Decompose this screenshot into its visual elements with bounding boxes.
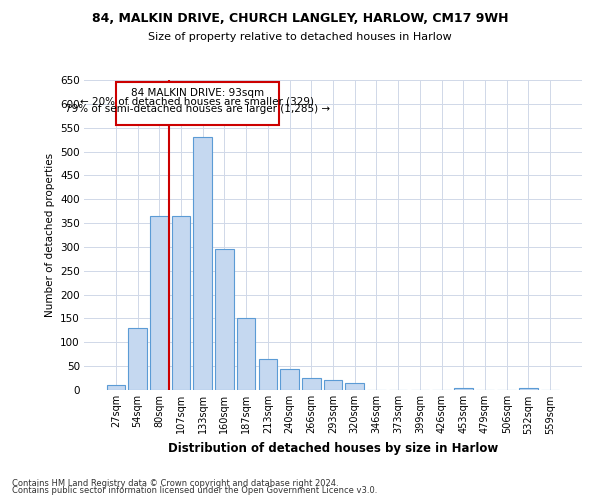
Text: ← 20% of detached houses are smaller (329): ← 20% of detached houses are smaller (32… [80,96,314,106]
Bar [259,359,277,390]
Bar [150,216,169,390]
Bar [128,328,147,390]
Bar [519,388,538,390]
Text: 84, MALKIN DRIVE, CHURCH LANGLEY, HARLOW, CM17 9WH: 84, MALKIN DRIVE, CHURCH LANGLEY, HARLOW… [92,12,508,26]
Text: Contains HM Land Registry data © Crown copyright and database right 2024.: Contains HM Land Registry data © Crown c… [12,478,338,488]
Bar [280,368,299,390]
FancyBboxPatch shape [116,82,279,126]
Bar [346,383,364,390]
Bar [107,385,125,390]
Bar [172,216,190,390]
Bar [324,380,342,390]
Text: 79% of semi-detached houses are larger (1,285) →: 79% of semi-detached houses are larger (… [65,104,330,115]
Text: Contains public sector information licensed under the Open Government Licence v3: Contains public sector information licen… [12,486,377,495]
X-axis label: Distribution of detached houses by size in Harlow: Distribution of detached houses by size … [168,442,498,455]
Bar [454,388,473,390]
Bar [302,378,320,390]
Bar [237,318,256,390]
Bar [193,137,212,390]
Text: 84 MALKIN DRIVE: 93sqm: 84 MALKIN DRIVE: 93sqm [131,88,264,98]
Y-axis label: Number of detached properties: Number of detached properties [44,153,55,317]
Text: Size of property relative to detached houses in Harlow: Size of property relative to detached ho… [148,32,452,42]
Bar [215,250,233,390]
